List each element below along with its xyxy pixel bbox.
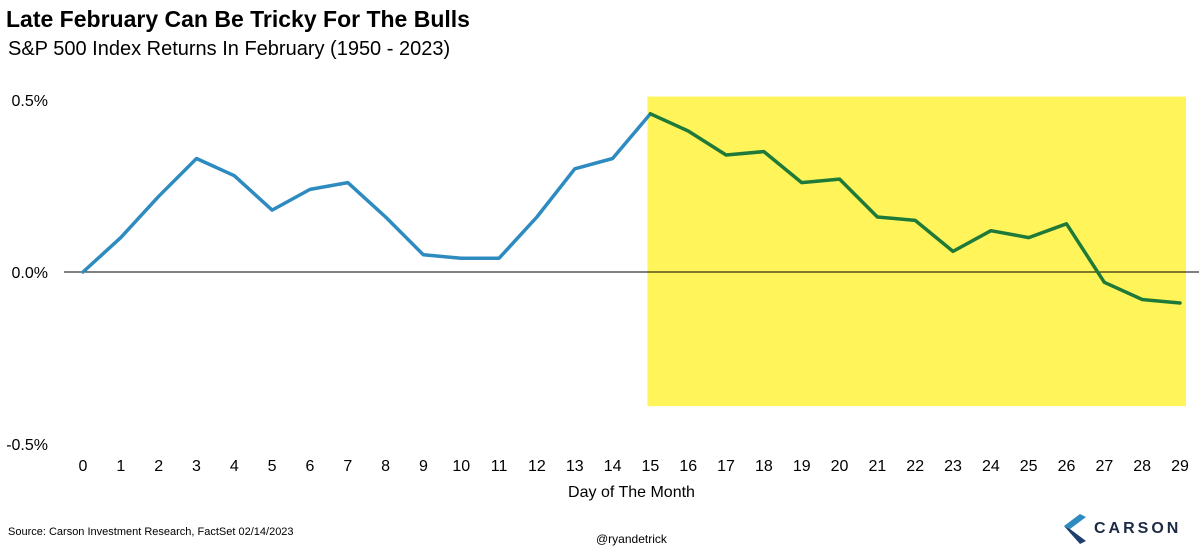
label-layer: 0.5%0.0%-0.5%0 1 2 3 4 5 6 7 8 9 10 11 12 13 14 15 16 17 1… bbox=[6, 93, 1189, 501]
x-tick-label: 14 bbox=[604, 458, 622, 475]
data-point-day-7 bbox=[346, 181, 350, 185]
x-tick-label: 13 bbox=[566, 458, 584, 475]
data-point-day-19 bbox=[800, 181, 804, 185]
y-tick-label: 0.5% bbox=[12, 93, 48, 110]
x-tick-label: 29 bbox=[1171, 458, 1189, 475]
data-point-day-16 bbox=[686, 129, 690, 133]
data-point-day-29 bbox=[1178, 301, 1182, 305]
x-tick-label: 5 bbox=[268, 458, 277, 475]
x-tick-label: 6 bbox=[306, 458, 315, 475]
data-point-day-26 bbox=[1065, 222, 1069, 226]
y-tick-label: -0.5% bbox=[6, 437, 48, 454]
x-axis-label: Day of The Month bbox=[568, 484, 695, 501]
y-tick-label: 0.0% bbox=[12, 265, 48, 282]
x-tick-label: 19 bbox=[793, 458, 811, 475]
x-tick-label: 17 bbox=[717, 458, 735, 475]
x-tick-label: 22 bbox=[906, 458, 924, 475]
series-line-early bbox=[81, 112, 653, 274]
data-point-day-8 bbox=[384, 215, 388, 219]
x-tick-label: 7 bbox=[343, 458, 352, 475]
x-tick-label: 16 bbox=[679, 458, 697, 475]
highlight-layer bbox=[647, 96, 1186, 407]
data-point-day-21 bbox=[875, 215, 879, 219]
author-handle: @ryandetrick bbox=[596, 532, 667, 546]
data-point-day-13 bbox=[573, 167, 577, 171]
carson-logo-icon bbox=[1064, 514, 1086, 544]
source-note: Source: Carson Investment Research, Fact… bbox=[8, 526, 294, 538]
x-tick-label: 25 bbox=[1020, 458, 1038, 475]
late-february-highlight bbox=[647, 96, 1186, 407]
x-tick-label: 28 bbox=[1133, 458, 1151, 475]
data-point-day-9 bbox=[421, 253, 425, 257]
x-tick-label: 10 bbox=[452, 458, 470, 475]
data-point-day-28 bbox=[1140, 298, 1144, 302]
x-tick-label: 21 bbox=[868, 458, 886, 475]
data-point-day-23 bbox=[951, 249, 955, 253]
carson-logo-text: CARSON bbox=[1094, 520, 1182, 537]
x-tick-label: 15 bbox=[642, 458, 660, 475]
data-point-day-2 bbox=[157, 194, 161, 198]
data-point-day-27 bbox=[1102, 280, 1106, 284]
data-point-day-25 bbox=[1027, 236, 1031, 240]
x-tick-label: 11 bbox=[491, 458, 508, 475]
data-point-day-22 bbox=[913, 218, 917, 222]
carson-logo: CARSON bbox=[1064, 514, 1181, 544]
x-tick-label: 23 bbox=[944, 458, 962, 475]
x-tick-label: 8 bbox=[381, 458, 390, 475]
data-point-day-5 bbox=[270, 208, 274, 212]
data-point-day-20 bbox=[838, 177, 842, 181]
line-layer bbox=[81, 112, 1182, 305]
x-tick-label: 2 bbox=[154, 458, 163, 475]
data-point-day-3 bbox=[194, 156, 198, 160]
chart-subtitle: S&P 500 Index Returns In February (1950 … bbox=[8, 38, 451, 60]
x-tick-label: 1 bbox=[116, 458, 125, 475]
data-point-day-12 bbox=[535, 215, 539, 219]
data-point-day-17 bbox=[724, 153, 728, 157]
chart-title: Late February Can Be Tricky For The Bull… bbox=[6, 6, 470, 32]
x-tick-label: 9 bbox=[419, 458, 428, 475]
x-tick-label: 18 bbox=[755, 458, 773, 475]
data-point-day-15 bbox=[648, 112, 652, 116]
x-tick-label: 3 bbox=[192, 458, 201, 475]
data-point-day-4 bbox=[232, 174, 236, 178]
series-line-late bbox=[648, 112, 1182, 305]
data-point-day-11 bbox=[497, 256, 501, 260]
data-point-day-10 bbox=[459, 256, 463, 260]
data-point-day-18 bbox=[762, 150, 766, 154]
data-point-day-24 bbox=[989, 229, 993, 233]
x-tick-label: 12 bbox=[528, 458, 546, 475]
data-point-day-1 bbox=[119, 236, 123, 240]
x-tick-label: 20 bbox=[831, 458, 849, 475]
data-point-day-6 bbox=[308, 187, 312, 191]
x-tick-label: 26 bbox=[1058, 458, 1076, 475]
x-tick-label: 0 bbox=[79, 458, 88, 475]
x-tick-label: 4 bbox=[230, 458, 239, 475]
x-tick-label: 27 bbox=[1095, 458, 1113, 475]
x-tick-label: 24 bbox=[982, 458, 1000, 475]
data-point-day-0 bbox=[81, 270, 85, 274]
data-point-day-14 bbox=[611, 156, 615, 160]
